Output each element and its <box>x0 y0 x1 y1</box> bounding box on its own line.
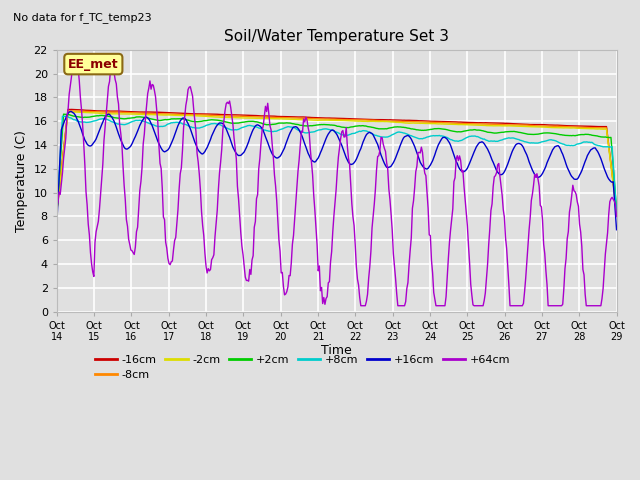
-16cm <box>600 124 608 130</box>
+64cm <box>357 303 365 309</box>
Legend: -16cm, -8cm, -2cm, +2cm, +8cm, +16cm, +64cm: -16cm, -8cm, -2cm, +2cm, +8cm, +16cm, +6… <box>90 350 515 384</box>
-8cm <box>600 125 608 131</box>
-16cm <box>387 117 395 123</box>
+8cm <box>513 136 520 142</box>
+16cm <box>612 227 620 233</box>
+16cm <box>323 133 331 139</box>
-8cm <box>513 122 520 128</box>
+64cm <box>323 294 331 300</box>
Line: +2cm: +2cm <box>57 114 616 213</box>
-2cm <box>53 209 61 215</box>
+2cm <box>612 207 620 213</box>
-8cm <box>53 208 61 214</box>
Line: +8cm: +8cm <box>57 116 616 214</box>
Y-axis label: Temperature (C): Temperature (C) <box>15 130 28 232</box>
+64cm <box>388 228 396 233</box>
+2cm <box>320 121 328 127</box>
-2cm <box>387 119 395 125</box>
-2cm <box>612 208 620 214</box>
+16cm <box>513 141 520 147</box>
+16cm <box>357 146 365 152</box>
-2cm <box>357 119 365 124</box>
+8cm <box>323 126 331 132</box>
+8cm <box>612 209 620 215</box>
-8cm <box>323 116 331 122</box>
-2cm <box>600 126 608 132</box>
+8cm <box>60 113 67 119</box>
+8cm <box>53 211 61 217</box>
-2cm <box>320 117 328 123</box>
-16cm <box>64 107 72 112</box>
-16cm <box>612 207 620 213</box>
+2cm <box>323 122 331 128</box>
Line: -16cm: -16cm <box>57 109 616 210</box>
+2cm <box>600 134 608 140</box>
+16cm <box>600 166 608 171</box>
Text: EE_met: EE_met <box>68 58 118 71</box>
Text: No data for f_TC_temp23: No data for f_TC_temp23 <box>13 12 152 23</box>
+64cm <box>320 295 328 300</box>
+2cm <box>513 129 520 135</box>
-16cm <box>513 121 520 127</box>
+8cm <box>387 132 395 138</box>
+2cm <box>387 125 395 131</box>
-16cm <box>357 116 365 122</box>
+64cm <box>358 303 366 309</box>
+8cm <box>357 129 365 134</box>
Title: Soil/Water Temperature Set 3: Soil/Water Temperature Set 3 <box>224 29 449 44</box>
-8cm <box>64 108 72 114</box>
+64cm <box>514 303 522 309</box>
+64cm <box>612 214 620 219</box>
+16cm <box>387 163 395 169</box>
+2cm <box>53 210 61 216</box>
+2cm <box>60 111 67 117</box>
+16cm <box>68 108 76 114</box>
Line: +16cm: +16cm <box>57 111 616 230</box>
Line: +64cm: +64cm <box>57 64 616 306</box>
Line: -8cm: -8cm <box>57 111 616 211</box>
+8cm <box>600 144 608 150</box>
+16cm <box>320 142 328 147</box>
+64cm <box>602 251 609 257</box>
+2cm <box>357 123 365 129</box>
Line: -2cm: -2cm <box>57 112 616 212</box>
-2cm <box>513 123 520 129</box>
-2cm <box>65 109 73 115</box>
+8cm <box>320 126 328 132</box>
-8cm <box>612 208 620 214</box>
-8cm <box>387 118 395 124</box>
X-axis label: Time: Time <box>321 344 352 357</box>
-2cm <box>323 117 331 123</box>
+64cm <box>53 198 61 204</box>
+16cm <box>53 221 61 227</box>
-8cm <box>320 116 328 122</box>
-16cm <box>323 115 331 121</box>
-16cm <box>53 207 61 213</box>
+64cm <box>70 61 77 67</box>
-8cm <box>357 117 365 123</box>
-16cm <box>320 115 328 121</box>
